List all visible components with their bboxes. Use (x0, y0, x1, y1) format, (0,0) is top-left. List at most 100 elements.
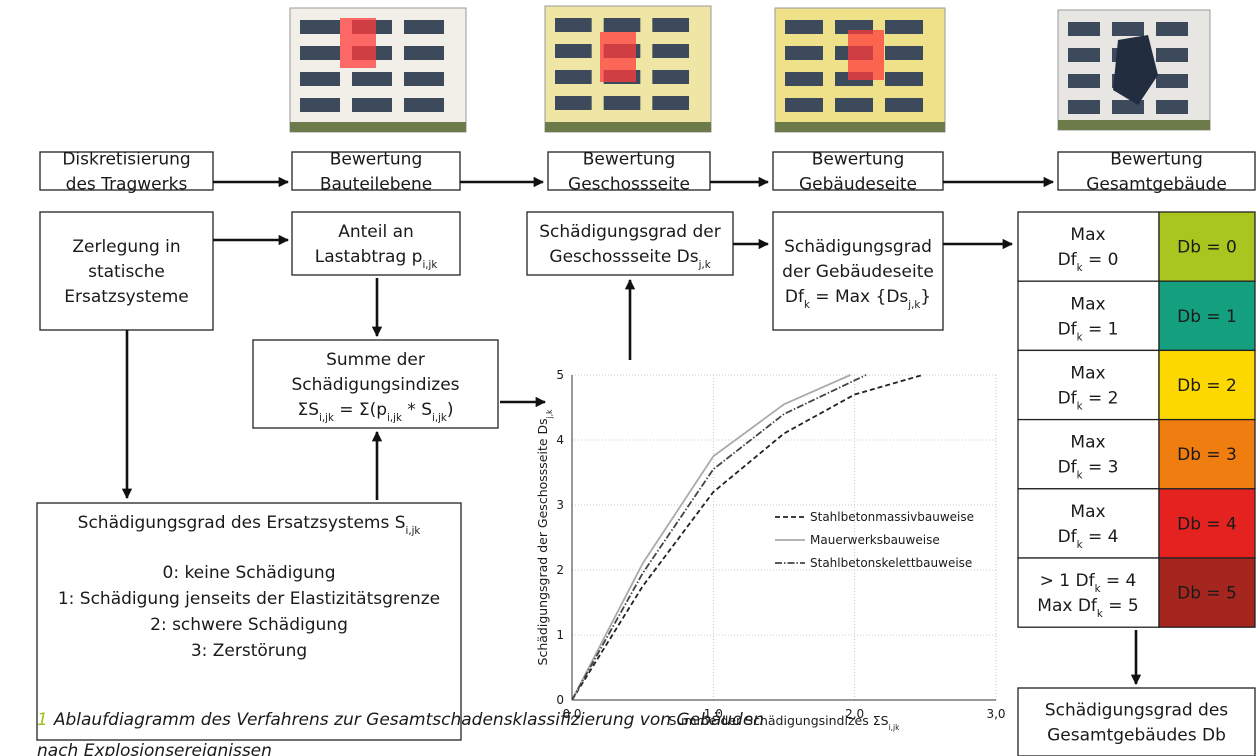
window (885, 20, 923, 34)
window (555, 18, 592, 32)
subscript: i,jk (889, 723, 901, 732)
class-label: Db = 3 (1177, 445, 1237, 465)
text-part: Max (1070, 225, 1105, 245)
diagram: Diskretisierung des Tragwerks Bewertung Bau… (0, 0, 1258, 756)
text-part: des Tragwerks (66, 175, 188, 195)
window (352, 98, 392, 112)
text-part: Schädigungsgrad der Geschossseite Ds (535, 418, 550, 665)
text-line: Schädigungsgrad des (1045, 701, 1228, 721)
text-part: Summe der (326, 350, 425, 370)
window (652, 18, 689, 32)
text-line: Summe der (326, 350, 425, 370)
ground (1058, 120, 1210, 130)
legend-label: Stahlbetonmassivbauweise (810, 510, 974, 524)
building-photo (290, 8, 466, 132)
text-part: Gesamtgebäudes Db (1047, 726, 1226, 746)
text-part: Df (1058, 319, 1078, 339)
window (404, 46, 444, 60)
ground (290, 122, 466, 132)
text-line: Dfk = 0 (1058, 250, 1119, 274)
window (1156, 48, 1188, 62)
window (785, 20, 823, 34)
window (652, 70, 689, 84)
text-line: Schädigungsindizes (291, 375, 459, 395)
caption-number: 1 (37, 710, 48, 730)
text-line: Geschossseite Dsj,k (549, 247, 710, 271)
y-tick-label: 5 (556, 368, 564, 382)
text-line: Dfk = 3 (1058, 458, 1119, 482)
text-part: Df (785, 287, 805, 307)
condition-cell (1018, 212, 1159, 281)
text-part: Schädigungsindizes (291, 375, 459, 395)
text-line: Schädigungsgrad der (539, 222, 720, 242)
window (885, 98, 923, 112)
condition-cell (1018, 558, 1159, 627)
text-part: Zerlegung in (72, 237, 180, 257)
window (652, 96, 689, 110)
text-line: Max (1070, 225, 1105, 245)
text-line: des Tragwerks (66, 175, 188, 195)
window (885, 72, 923, 86)
text-line: Schädigungsgrad des Ersatzsystems Si,jk (78, 513, 421, 537)
window (1112, 22, 1144, 36)
text-part: Geschossseite Ds (549, 247, 698, 267)
text-line: Zerlegung in (72, 237, 180, 257)
text-part: > 1 Df (1040, 571, 1096, 591)
y-tick-label: 0 (556, 693, 564, 707)
text-line: 3: Zerstörung (191, 641, 307, 661)
text-part: Max (1070, 433, 1105, 453)
text-part: = 0 (1083, 250, 1119, 270)
text-line: Max (1070, 294, 1105, 314)
text-part: Schädigungsgrad des Ersatzsystems S (78, 513, 406, 533)
text-part: 1: Schädigung jenseits der Elastizitätsg… (58, 589, 440, 609)
text-part: Diskretisierung (62, 150, 190, 170)
window (652, 44, 689, 58)
legend-label: Stahlbetonskelettbauweise (810, 556, 972, 570)
text-part: Bewertung (583, 150, 675, 170)
subscript: i,jk (319, 413, 334, 424)
window (1156, 74, 1188, 88)
text-line: statische (88, 262, 165, 282)
text-line: Bauteilebene (320, 175, 432, 195)
text-part: statische (88, 262, 165, 282)
text-line: Bewertung (330, 150, 422, 170)
text-part: 0: keine Schädigung (163, 563, 336, 583)
subscript: i,jk (406, 526, 421, 537)
text-part: Gebäudeseite (799, 175, 917, 195)
window (352, 72, 392, 86)
condition-cell (1018, 281, 1159, 350)
text-line: Geschossseite (568, 175, 690, 195)
class-label: Db = 1 (1177, 307, 1237, 327)
text-part: Anteil an (338, 222, 414, 242)
building-photo (1058, 10, 1210, 130)
condition-cell (1018, 489, 1159, 558)
caption: nach Explosionsereignissen (37, 741, 272, 756)
window (1068, 100, 1100, 114)
window (1068, 48, 1100, 62)
window (785, 72, 823, 86)
text-part: Schädigungsgrad des (1045, 701, 1228, 721)
legend-label: Mauerwerksbauweise (810, 533, 940, 547)
text-part: der Gebäudeseite (782, 262, 934, 282)
y-tick-label: 1 (556, 628, 564, 642)
subscript: i,jk (422, 260, 437, 271)
window (300, 46, 340, 60)
text-part: Bewertung (1110, 150, 1202, 170)
text-part: Max (1070, 364, 1105, 384)
text-line: Dfk = 1 (1058, 319, 1119, 343)
text-part: = 4 (1083, 527, 1119, 547)
text-part: Df (1058, 389, 1078, 409)
window (1156, 22, 1188, 36)
text-part: Bewertung (330, 150, 422, 170)
text-part: Gesamtgebäude (1086, 175, 1227, 195)
class-label: Db = 4 (1177, 514, 1237, 534)
window (835, 98, 873, 112)
text-line: 0: keine Schädigung (163, 563, 336, 583)
text-line: Max (1070, 502, 1105, 522)
text-line: Max (1070, 433, 1105, 453)
text-line: Bewertung (1110, 150, 1202, 170)
window (1156, 100, 1188, 114)
class-label: Db = 5 (1177, 584, 1237, 604)
class-label: Db = 2 (1177, 376, 1237, 396)
window (785, 46, 823, 60)
